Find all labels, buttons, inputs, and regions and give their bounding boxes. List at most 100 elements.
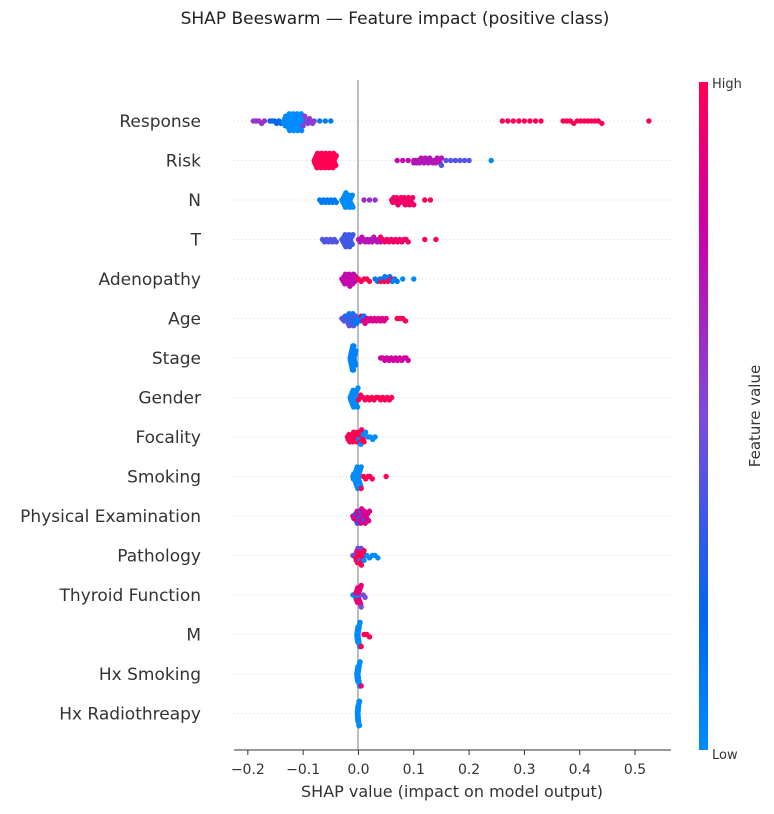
- shap-point: [443, 157, 449, 164]
- shap-point: [300, 123, 306, 129]
- shap-point: [366, 197, 373, 203]
- shap-point: [452, 157, 458, 164]
- shap-point: [438, 162, 445, 168]
- shap-point: [510, 118, 516, 124]
- shap-point: [358, 485, 364, 492]
- feature-label: Response: [119, 112, 201, 132]
- shap-point: [527, 118, 533, 124]
- x-tick-label: 0.4: [569, 762, 591, 778]
- shap-point: [372, 197, 378, 203]
- shap-point: [375, 555, 381, 561]
- shap-point: [362, 594, 368, 601]
- shap-point: [394, 157, 400, 164]
- shap-point: [328, 118, 334, 124]
- shap-point: [505, 118, 511, 124]
- feature-label: T: [190, 231, 202, 251]
- shap-point: [358, 582, 364, 589]
- shap-point: [311, 118, 317, 124]
- x-tick-label: −0.2: [231, 762, 265, 778]
- shap-point: [499, 118, 505, 124]
- shap-point: [350, 367, 357, 373]
- feature-label: M: [186, 626, 201, 646]
- shap-point: [366, 508, 373, 514]
- x-axis-label: SHAP value (impact on model output): [301, 782, 603, 801]
- shap-point: [383, 473, 389, 480]
- shap-point: [317, 118, 323, 124]
- shap-point: [372, 434, 378, 440]
- shap-point: [302, 113, 308, 119]
- shap-point: [427, 197, 434, 203]
- shap-point: [358, 683, 364, 689]
- shap-point: [394, 278, 400, 285]
- shap-points: [250, 111, 652, 729]
- shap-point: [538, 118, 544, 124]
- shap-point: [356, 722, 363, 729]
- shap-point: [422, 236, 428, 243]
- shap-point: [516, 118, 522, 124]
- shap-point: [322, 118, 328, 124]
- shap-point: [333, 199, 339, 206]
- feature-label: N: [188, 191, 201, 211]
- feature-label: Hx Smoking: [99, 665, 201, 685]
- x-axis-ticks: −0.2 −0.1 0.0 0.1 0.2 0.3 0.4 0.5: [231, 750, 646, 778]
- shap-point: [354, 404, 361, 410]
- colorbar-low-label: Low: [712, 748, 738, 763]
- shap-point: [358, 604, 364, 610]
- shap-point: [349, 241, 355, 247]
- shap-point: [350, 232, 356, 238]
- shap-point: [433, 236, 439, 243]
- shap-point: [448, 157, 454, 164]
- shap-point: [358, 562, 365, 568]
- shap-point: [402, 318, 409, 324]
- shap-point: [457, 157, 463, 164]
- feature-label: Pathology: [117, 547, 201, 567]
- feature-label: Risk: [166, 152, 201, 172]
- shap-point: [357, 619, 363, 626]
- shap-point: [400, 276, 406, 282]
- shap-point: [488, 157, 494, 164]
- x-tick-label: 0.2: [458, 762, 480, 778]
- shap-point: [400, 157, 406, 164]
- shap-point: [361, 197, 367, 203]
- feature-label: Hx Radiothreapy: [59, 705, 201, 725]
- shap-point: [362, 429, 369, 435]
- x-tick-label: 0.1: [403, 762, 425, 778]
- shap-point: [361, 548, 367, 554]
- shap-point: [333, 239, 339, 245]
- shap-point: [299, 127, 305, 134]
- shap-point: [411, 202, 417, 208]
- shap-point: [599, 120, 605, 127]
- shap-point: [383, 315, 389, 322]
- x-tick-label: 0.5: [624, 762, 646, 778]
- shap-point: [389, 394, 395, 401]
- shap-point: [357, 659, 363, 665]
- shap-point: [333, 153, 339, 159]
- shap-point: [410, 194, 416, 201]
- feature-labels: Response Risk NT Adenopathy Age Stage Gender Fo…: [20, 112, 201, 725]
- shap-point: [466, 157, 472, 164]
- shap-point: [369, 476, 375, 482]
- shap-point: [461, 157, 468, 164]
- shap-point: [422, 197, 428, 203]
- feature-label: Adenopathy: [99, 270, 201, 290]
- shap-point: [646, 118, 652, 124]
- feature-label: Gender: [138, 389, 201, 409]
- shap-point: [366, 278, 373, 285]
- shap-point: [358, 427, 365, 433]
- shap-point: [405, 157, 411, 164]
- shap-point: [355, 397, 362, 403]
- shap-point: [361, 439, 367, 445]
- shap-point: [355, 385, 361, 391]
- feature-label: Physical Examination: [20, 507, 201, 527]
- chart-title: SHAP Beeswarm — Feature impact (positive…: [181, 9, 610, 29]
- shap-point: [356, 698, 363, 705]
- shap-point: [353, 348, 359, 354]
- feature-label: Smoking: [127, 468, 201, 488]
- feature-label: Focality: [135, 428, 201, 448]
- feature-label: Age: [168, 310, 201, 330]
- x-tick-label: 0.0: [347, 762, 369, 778]
- shap-point: [438, 155, 445, 161]
- shap-point: [405, 357, 411, 364]
